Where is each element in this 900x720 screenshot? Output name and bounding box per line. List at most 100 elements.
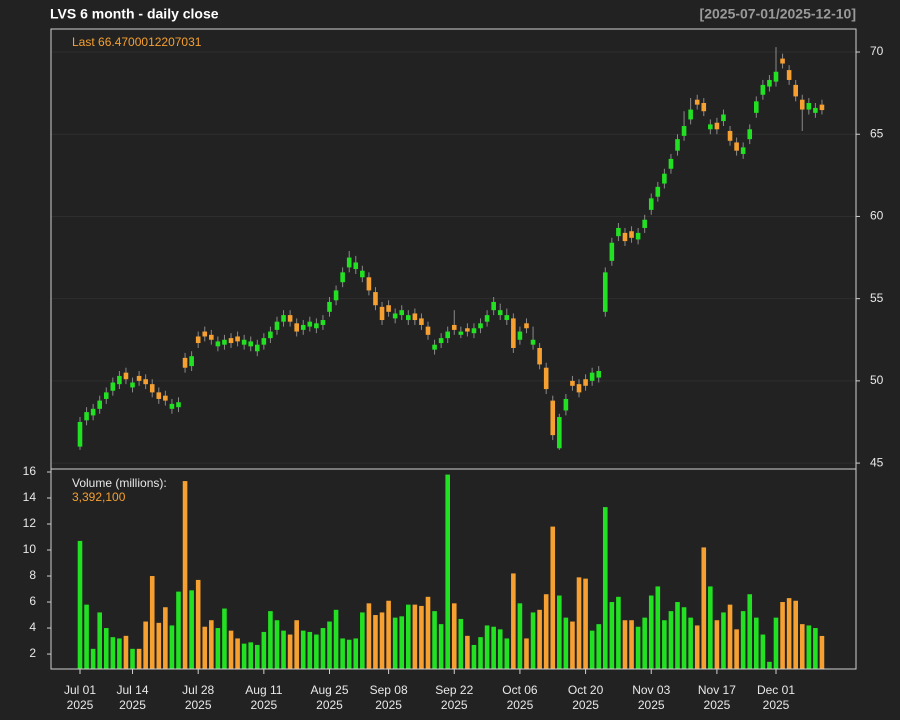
candle-body bbox=[195, 336, 201, 344]
volume-bar bbox=[419, 605, 424, 669]
candle-body bbox=[346, 257, 352, 268]
volume-bar bbox=[563, 617, 569, 669]
volume-bar bbox=[333, 609, 339, 669]
x-tick-label: Jul 01 bbox=[64, 683, 96, 697]
volume-bar bbox=[557, 595, 562, 669]
candle-body bbox=[274, 321, 280, 330]
candle-body bbox=[635, 232, 641, 240]
volume-y-tick-label: 14 bbox=[23, 490, 37, 504]
volume-bar bbox=[294, 620, 299, 669]
candle-body bbox=[708, 124, 713, 130]
x-tick-year: 2025 bbox=[67, 698, 94, 712]
candle-body bbox=[819, 104, 825, 111]
candle-body bbox=[629, 231, 634, 238]
volume-bar bbox=[268, 611, 273, 669]
volume-bar bbox=[662, 620, 667, 669]
volume-bar bbox=[714, 620, 720, 669]
x-tick-label: Jul 28 bbox=[182, 683, 214, 697]
candle-body bbox=[681, 126, 687, 136]
candle-body bbox=[202, 331, 208, 337]
candle-body bbox=[714, 122, 720, 130]
volume-bar bbox=[130, 648, 135, 669]
volume-bar bbox=[123, 635, 129, 669]
candle-body bbox=[182, 357, 188, 368]
candle-body bbox=[675, 139, 680, 151]
volume-bar bbox=[734, 629, 739, 669]
candle-body bbox=[97, 400, 102, 409]
candle-body bbox=[484, 315, 490, 322]
volume-y-tick-label: 6 bbox=[29, 594, 36, 608]
volume-bar bbox=[399, 616, 405, 669]
candle-body bbox=[576, 384, 582, 393]
x-tick-label: Sep 22 bbox=[435, 683, 473, 697]
x-tick-label: Sep 08 bbox=[370, 683, 408, 697]
volume-bar bbox=[524, 638, 529, 669]
candle-body bbox=[740, 147, 746, 154]
candle-body bbox=[117, 375, 122, 385]
volume-bar bbox=[773, 617, 779, 669]
volume-bar bbox=[596, 624, 602, 669]
candle-body bbox=[163, 395, 168, 401]
candle-body bbox=[314, 323, 319, 329]
volume-bar bbox=[163, 607, 168, 669]
y-tick-label: 55 bbox=[870, 291, 884, 305]
candle-body bbox=[609, 242, 615, 261]
volume-bar bbox=[327, 621, 332, 669]
candle-body bbox=[333, 290, 339, 301]
volume-bar bbox=[747, 594, 753, 669]
volume-bar bbox=[530, 612, 536, 669]
candle-body bbox=[425, 326, 431, 335]
candle-body bbox=[228, 338, 234, 344]
volume-bar bbox=[465, 635, 470, 669]
candle-body bbox=[130, 382, 135, 388]
candle-body bbox=[458, 331, 464, 335]
candle-body bbox=[254, 344, 260, 352]
volume-bar bbox=[491, 626, 496, 669]
candle-body bbox=[143, 379, 148, 385]
volume-bar bbox=[97, 612, 102, 669]
candle-body bbox=[110, 382, 116, 391]
candle-body bbox=[550, 400, 556, 436]
volume-bar bbox=[149, 576, 155, 669]
candle-body bbox=[734, 142, 739, 151]
volume-bar bbox=[767, 661, 772, 669]
y-tick-label: 50 bbox=[870, 373, 884, 387]
volume-bar bbox=[77, 540, 83, 669]
candle-body bbox=[642, 219, 647, 228]
y-tick-label: 45 bbox=[870, 455, 884, 469]
x-tick-year: 2025 bbox=[572, 698, 599, 712]
volume-bar bbox=[117, 638, 122, 669]
volume-bar bbox=[189, 590, 194, 669]
volume-bar bbox=[287, 634, 293, 669]
volume-bar bbox=[235, 638, 240, 669]
candle-body bbox=[373, 292, 378, 306]
volume-bar bbox=[254, 644, 260, 669]
volume-bar bbox=[675, 602, 680, 669]
chart-subtitle: [2025-07-01/2025-12-10] bbox=[700, 6, 856, 22]
volume-bar bbox=[517, 603, 523, 669]
volume-bar bbox=[445, 474, 450, 669]
candle-body bbox=[780, 58, 785, 64]
candle-body bbox=[662, 173, 667, 184]
x-tick-year: 2025 bbox=[250, 698, 277, 712]
volume-bar bbox=[504, 638, 510, 669]
volume-bar bbox=[622, 620, 628, 669]
candle-body bbox=[209, 334, 214, 340]
volume-bar bbox=[616, 596, 621, 669]
x-tick-label: Nov 17 bbox=[698, 683, 736, 697]
plot-area bbox=[51, 47, 856, 669]
volume-bar bbox=[799, 624, 805, 669]
volume-bar bbox=[222, 608, 227, 669]
volume-bar bbox=[688, 617, 693, 669]
candle-body bbox=[471, 328, 477, 334]
candle-body bbox=[721, 114, 726, 122]
candle-body bbox=[524, 323, 529, 329]
candle-body bbox=[511, 318, 516, 348]
candle-body bbox=[701, 102, 707, 112]
volume-bar bbox=[478, 637, 483, 669]
volume-y-tick-label: 2 bbox=[29, 646, 36, 660]
x-tick-label: Nov 03 bbox=[632, 683, 670, 697]
volume-bar bbox=[451, 603, 457, 669]
candle-body bbox=[419, 318, 424, 325]
volume-bar bbox=[360, 612, 365, 669]
